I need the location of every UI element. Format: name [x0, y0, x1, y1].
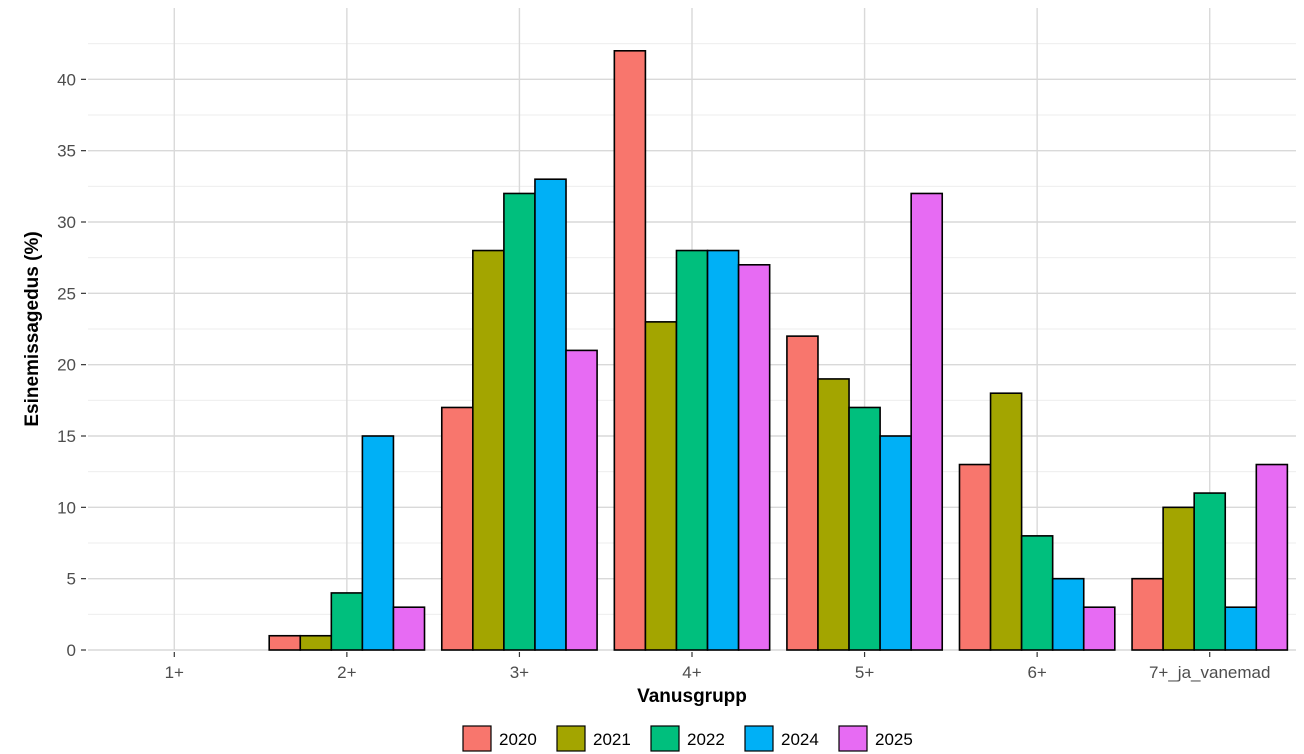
y-tick-label: 10 — [57, 498, 76, 517]
bar-2022-6+ — [1020, 535, 1054, 651]
bar-2024-7+_ja_vanemad — [1224, 606, 1258, 651]
y-tick-label: 25 — [57, 284, 76, 303]
bar-2025-7+_ja_vanemad — [1255, 463, 1289, 651]
y-tick-label: 0 — [67, 641, 76, 660]
bar-2021-2+ — [299, 634, 333, 651]
x-tick-label: 1+ — [165, 663, 184, 682]
legend-item-2022: 2022 — [650, 725, 725, 752]
y-tick-label: 5 — [67, 570, 76, 589]
legend-swatch — [650, 725, 680, 752]
y-axis-ticks: 0 5 10 15 20 25 30 35 40 — [57, 70, 86, 660]
legend-label: 2022 — [687, 730, 725, 749]
bars — [268, 49, 1289, 651]
bar-2020-5+ — [786, 335, 819, 651]
legend-label: 2020 — [499, 730, 537, 749]
bar-2024-6+ — [1051, 577, 1085, 651]
y-tick-label: 15 — [57, 427, 76, 446]
bar-2021-5+ — [817, 378, 850, 651]
legend: 2020 2021 2022 2024 2025 — [462, 725, 913, 752]
bar-2024-2+ — [361, 435, 395, 651]
x-tick-label: 5+ — [855, 663, 874, 682]
y-tick-label: 35 — [57, 142, 76, 161]
bar-2025-6+ — [1082, 606, 1116, 651]
bar-2024-5+ — [879, 435, 912, 651]
legend-label: 2021 — [593, 730, 631, 749]
legend-swatch — [556, 725, 586, 752]
bar-2021-6+ — [989, 392, 1023, 651]
bar-2025-3+ — [565, 349, 598, 651]
bar-2021-4+ — [644, 321, 678, 651]
bar-2021-7+_ja_vanemad — [1162, 506, 1195, 651]
bar-2020-2+ — [268, 634, 302, 651]
bar-2024-4+ — [706, 249, 740, 651]
bar-2021-3+ — [472, 249, 505, 651]
y-tick-label: 40 — [57, 70, 76, 89]
legend-swatch — [838, 725, 868, 752]
legend-label: 2025 — [875, 730, 913, 749]
bar-2020-7+_ja_vanemad — [1131, 577, 1164, 651]
bar-2022-3+ — [503, 192, 536, 651]
bar-2024-3+ — [534, 178, 567, 651]
bar-2025-2+ — [392, 606, 426, 651]
bar-2020-4+ — [613, 49, 647, 651]
x-tick-label: 3+ — [510, 663, 529, 682]
x-tick-label: 4+ — [682, 663, 701, 682]
y-axis-title: Esinemissagedus (%) — [22, 231, 43, 426]
bar-2022-7+_ja_vanemad — [1193, 492, 1227, 651]
x-axis-ticks: 1+ 2+ 3+ 4+ 5+ 6+ 7+_ja_vanemad — [165, 652, 1270, 682]
legend-swatch — [462, 725, 492, 752]
legend-item-2024: 2024 — [744, 725, 819, 752]
legend-item-2020: 2020 — [462, 725, 537, 752]
bar-2025-5+ — [910, 192, 944, 651]
y-tick-label: 30 — [57, 213, 76, 232]
x-tick-label: 6+ — [1027, 663, 1046, 682]
bar-2020-3+ — [440, 406, 474, 651]
bar-2022-2+ — [330, 592, 364, 651]
x-tick-label: 7+_ja_vanemad — [1149, 663, 1270, 682]
bar-2022-4+ — [675, 249, 709, 651]
legend-item-2021: 2021 — [556, 725, 631, 752]
bar-2025-4+ — [737, 263, 771, 651]
x-axis-title: Vanusgrupp — [637, 686, 747, 707]
x-tick-label: 2+ — [337, 663, 356, 682]
bar-2020-6+ — [958, 463, 992, 651]
legend-swatch — [744, 725, 774, 752]
y-tick-label: 20 — [57, 356, 76, 375]
bar-2022-5+ — [848, 406, 881, 651]
legend-item-2025: 2025 — [838, 725, 913, 752]
legend-label: 2024 — [781, 730, 819, 749]
